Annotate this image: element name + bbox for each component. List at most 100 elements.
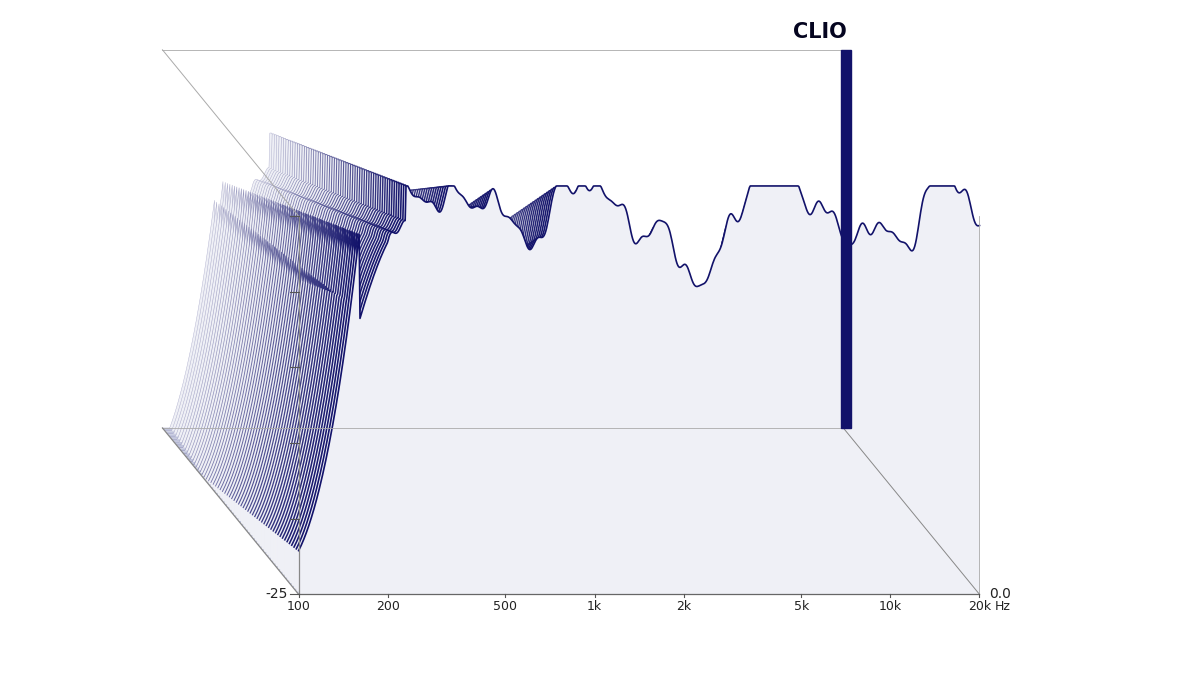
Polygon shape: [164, 134, 846, 431]
Polygon shape: [232, 513, 916, 516]
Polygon shape: [280, 179, 961, 572]
Polygon shape: [232, 160, 912, 513]
Polygon shape: [276, 567, 960, 570]
Text: -25: -25: [265, 587, 288, 601]
Text: -20: -20: [265, 511, 288, 526]
Polygon shape: [204, 149, 884, 479]
Polygon shape: [176, 138, 857, 445]
Polygon shape: [218, 155, 899, 496]
Polygon shape: [289, 183, 971, 583]
Polygon shape: [162, 133, 844, 428]
Polygon shape: [262, 171, 942, 549]
Text: 500: 500: [493, 600, 517, 613]
Polygon shape: [229, 509, 913, 513]
Text: Hz: Hz: [995, 600, 1010, 613]
Polygon shape: [280, 570, 962, 574]
Polygon shape: [236, 162, 917, 518]
Polygon shape: [244, 527, 926, 530]
Polygon shape: [282, 180, 964, 575]
Polygon shape: [257, 543, 941, 547]
Polygon shape: [287, 181, 968, 580]
Polygon shape: [840, 50, 852, 428]
Polygon shape: [276, 177, 956, 566]
Polygon shape: [266, 174, 947, 555]
Text: -5: -5: [274, 285, 288, 299]
Polygon shape: [244, 164, 924, 527]
Polygon shape: [269, 174, 949, 558]
Polygon shape: [246, 165, 926, 530]
Text: 4.0: 4.0: [899, 476, 920, 491]
Polygon shape: [274, 564, 958, 567]
Polygon shape: [211, 152, 892, 487]
Polygon shape: [254, 540, 938, 543]
Polygon shape: [227, 158, 908, 507]
Polygon shape: [216, 153, 896, 493]
Polygon shape: [184, 141, 864, 453]
Polygon shape: [238, 520, 922, 523]
Polygon shape: [174, 137, 854, 442]
Polygon shape: [294, 184, 974, 589]
Polygon shape: [192, 144, 874, 464]
Text: 5k: 5k: [793, 600, 809, 613]
Polygon shape: [246, 165, 926, 530]
Polygon shape: [268, 557, 952, 560]
Polygon shape: [227, 158, 908, 507]
Polygon shape: [264, 173, 944, 552]
Polygon shape: [214, 153, 894, 490]
Text: 200: 200: [376, 600, 400, 613]
Polygon shape: [221, 499, 905, 502]
Polygon shape: [262, 171, 942, 549]
Polygon shape: [299, 186, 979, 594]
Polygon shape: [241, 164, 922, 524]
Text: -10: -10: [265, 360, 288, 375]
Polygon shape: [284, 180, 966, 577]
Polygon shape: [216, 153, 896, 493]
Polygon shape: [202, 475, 886, 479]
Polygon shape: [259, 547, 943, 550]
Polygon shape: [251, 536, 935, 540]
Text: CLIO: CLIO: [793, 22, 847, 42]
Polygon shape: [257, 170, 938, 543]
Polygon shape: [239, 162, 919, 521]
Polygon shape: [248, 533, 932, 536]
Text: 2k: 2k: [676, 600, 691, 613]
Polygon shape: [220, 155, 901, 498]
Polygon shape: [187, 459, 871, 462]
Polygon shape: [250, 167, 931, 535]
Polygon shape: [264, 173, 944, 552]
Polygon shape: [181, 140, 862, 450]
Polygon shape: [232, 160, 912, 513]
Polygon shape: [234, 161, 914, 516]
Polygon shape: [174, 137, 854, 442]
Polygon shape: [292, 183, 972, 586]
Polygon shape: [222, 156, 904, 501]
Polygon shape: [199, 147, 881, 473]
Polygon shape: [252, 168, 934, 538]
Polygon shape: [179, 139, 859, 448]
Polygon shape: [193, 465, 877, 468]
Polygon shape: [179, 139, 859, 448]
Polygon shape: [271, 175, 952, 561]
Polygon shape: [204, 149, 884, 479]
Polygon shape: [202, 149, 882, 476]
Polygon shape: [170, 438, 854, 441]
Polygon shape: [236, 162, 917, 518]
Polygon shape: [214, 153, 894, 490]
Polygon shape: [197, 146, 878, 471]
Polygon shape: [263, 550, 946, 554]
Polygon shape: [162, 133, 844, 428]
Polygon shape: [169, 136, 851, 437]
Polygon shape: [190, 144, 871, 462]
Polygon shape: [282, 180, 964, 575]
Polygon shape: [172, 137, 852, 439]
Polygon shape: [234, 161, 914, 516]
Polygon shape: [164, 134, 846, 431]
Polygon shape: [252, 168, 934, 538]
Polygon shape: [269, 174, 949, 558]
Polygon shape: [209, 151, 889, 484]
Polygon shape: [181, 140, 862, 450]
Polygon shape: [276, 177, 956, 566]
Polygon shape: [235, 516, 918, 520]
Text: 0: 0: [252, 285, 262, 299]
Polygon shape: [211, 152, 892, 487]
